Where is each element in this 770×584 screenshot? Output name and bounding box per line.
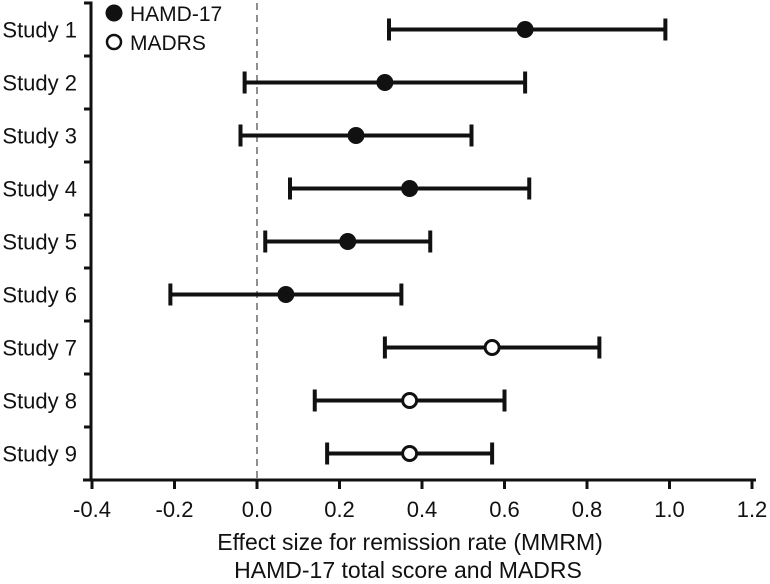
estimate-marker-filled-circle (277, 286, 295, 303)
study-label: Study 5 (2, 230, 77, 255)
x-axis-subtitle: HAMD-17 total score and MADRS (234, 557, 582, 583)
estimate-marker-filled-circle (376, 74, 394, 91)
study-label: Study 6 (2, 283, 77, 308)
estimate-marker-open-circle (401, 392, 419, 409)
x-tick-label: 0.4 (407, 497, 438, 522)
study-label: Study 3 (2, 124, 77, 149)
legend-filled-circle-icon (105, 4, 123, 22)
x-tick-label: -0.2 (156, 497, 194, 522)
x-tick-label: 0.0 (242, 497, 273, 522)
study-label: Study 4 (2, 177, 77, 202)
study-label: Study 2 (2, 71, 77, 96)
study-label: Study 8 (2, 389, 77, 414)
study-label: Study 9 (2, 442, 77, 467)
legend-open-circle-icon (105, 33, 123, 51)
estimate-marker-open-circle (483, 339, 501, 356)
estimate-marker-filled-circle (401, 180, 419, 197)
estimate-marker-filled-circle (347, 127, 365, 144)
legend-label-madrs: MADRS (130, 32, 206, 55)
estimate-marker-open-circle (401, 445, 419, 462)
study-label: Study 7 (2, 336, 77, 361)
x-tick-label: 0.8 (572, 497, 603, 522)
x-tick-label: 1.2 (737, 497, 768, 522)
x-tick-label: 0.6 (489, 497, 520, 522)
x-tick-label: -0.4 (73, 497, 111, 522)
study-label: Study 1 (2, 18, 77, 43)
x-tick-label: 1.0 (654, 497, 685, 522)
estimate-marker-filled-circle (339, 233, 357, 250)
legend-label-hamd17: HAMD-17 (130, 3, 222, 26)
x-axis-title: Effect size for remission rate (MMRM) (217, 529, 603, 555)
x-tick-label: 0.2 (324, 497, 355, 522)
estimate-marker-filled-circle (516, 21, 534, 38)
